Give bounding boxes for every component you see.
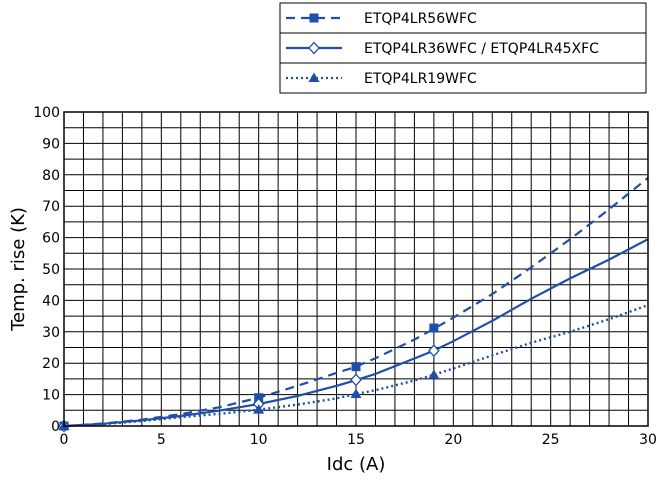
y-tick-label: 50 bbox=[42, 262, 60, 278]
y-tick-label: 10 bbox=[42, 388, 60, 404]
series-marker bbox=[350, 388, 362, 398]
series-layer bbox=[58, 177, 649, 433]
series-line bbox=[63, 177, 649, 428]
y-tick-label: 60 bbox=[42, 231, 60, 247]
series-marker bbox=[427, 344, 440, 358]
x-tick-label: 10 bbox=[250, 432, 268, 448]
y-axis-label: Temp. rise (K) bbox=[8, 207, 29, 332]
x-tick-label: 15 bbox=[347, 432, 365, 448]
y-tick-label: 100 bbox=[33, 105, 60, 121]
x-tick-label: 5 bbox=[157, 432, 166, 448]
legend-label: ETQP4LR56WFC bbox=[364, 11, 477, 27]
legend-label: ETQP4LR36WFC / ETQP4LR45XFC bbox=[364, 41, 599, 57]
legend-marker bbox=[308, 41, 320, 55]
x-axis-label: Idc (A) bbox=[327, 454, 386, 475]
y-tick-label: 20 bbox=[42, 356, 60, 372]
y-tick-label: 40 bbox=[42, 293, 60, 309]
series-line bbox=[63, 303, 649, 428]
legend-marker bbox=[309, 13, 319, 23]
series-marker bbox=[351, 362, 361, 372]
x-tick-label: 25 bbox=[542, 432, 560, 448]
y-tick-label: 90 bbox=[42, 136, 60, 152]
x-tick-label: 0 bbox=[60, 432, 69, 448]
series-marker bbox=[429, 323, 439, 333]
y-tick-label: 0 bbox=[51, 419, 60, 435]
y-tick-label: 70 bbox=[42, 199, 60, 215]
series-marker bbox=[350, 373, 362, 387]
legend-label: ETQP4LR19WFC bbox=[364, 71, 477, 87]
x-tick-label: 30 bbox=[639, 432, 657, 448]
y-axis-ticks: 0 10 20 30 40 50 60 70 80 90 100 bbox=[33, 105, 60, 435]
y-tick-label: 30 bbox=[42, 325, 60, 341]
x-axis-ticks: 0 5 10 15 20 25 30 bbox=[60, 432, 657, 448]
series-marker bbox=[253, 404, 265, 414]
x-tick-label: 20 bbox=[444, 432, 462, 448]
plot-frame bbox=[63, 111, 649, 427]
series-marker bbox=[428, 369, 440, 379]
legend-marker bbox=[308, 72, 320, 82]
legend: ETQP4LR56WFC ETQP4LR36WFC / ETQP4LR45XFC E… bbox=[279, 2, 647, 94]
y-tick-label: 80 bbox=[42, 168, 60, 184]
